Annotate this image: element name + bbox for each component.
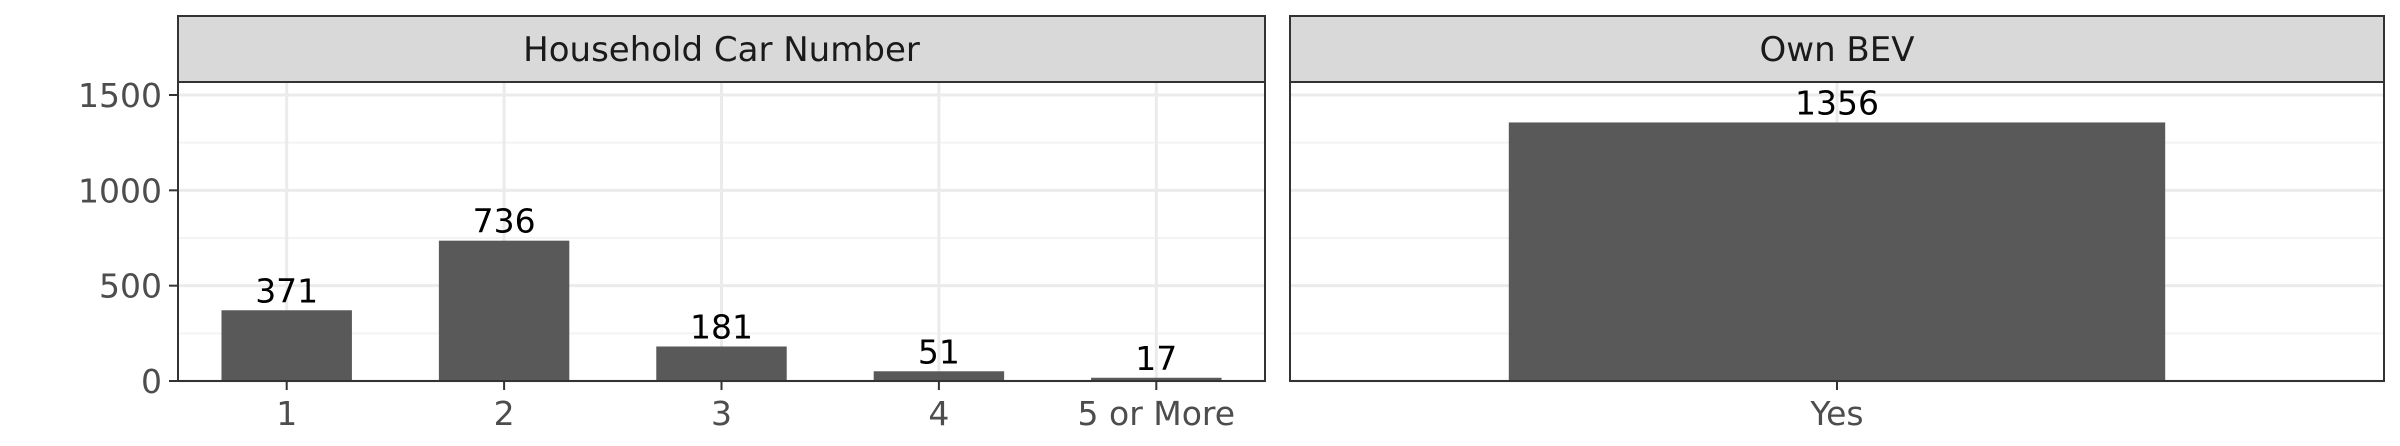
bar-4 — [873, 371, 1005, 381]
x-tick-label: 3 — [711, 394, 732, 433]
plot-area-household-car-number: 371 736 181 51 17 1 2 3 4 5 or More — [177, 81, 1266, 433]
plot-area-own-bev: 1356 Yes — [1289, 81, 2385, 433]
y-axis: 0 500 1000 1500 — [78, 76, 178, 401]
data-label: 17 — [1135, 339, 1177, 378]
bar-2 — [438, 240, 570, 381]
facet-title-household-car-number: Household Car Number — [523, 30, 920, 70]
x-tick-label: 5 or More — [1078, 394, 1236, 433]
bar-3 — [656, 346, 787, 381]
x-tick-label: 2 — [494, 394, 515, 433]
x-tick-label: Yes — [1809, 394, 1863, 433]
strip-own-bev — [1289, 15, 2385, 83]
data-label: 1356 — [1795, 83, 1879, 122]
y-tick-label: 500 — [99, 267, 162, 306]
data-label: 371 — [255, 271, 318, 310]
x-tick-label: 1 — [276, 394, 297, 433]
y-tick-label: 0 — [141, 362, 162, 401]
x-tick-label: 4 — [928, 394, 949, 433]
facet-title-own-bev: Own BEV — [1760, 30, 1915, 70]
data-label: 736 — [473, 202, 536, 241]
data-label: 51 — [918, 332, 960, 371]
bar-yes — [1508, 122, 2166, 382]
strip-household-car-number — [177, 15, 1266, 83]
bar-5-or-more — [1091, 377, 1222, 381]
y-tick-label: 1000 — [78, 171, 162, 210]
facet-household-car-number: Household Car Number 371 736 181 51 17 1 2 3 4 5 … — [177, 15, 1266, 433]
bar-1 — [221, 310, 352, 381]
facet-own-bev: Own BEV 1356 Yes — [1289, 15, 2385, 433]
y-tick-label: 1500 — [78, 76, 162, 115]
data-label: 181 — [690, 307, 753, 346]
